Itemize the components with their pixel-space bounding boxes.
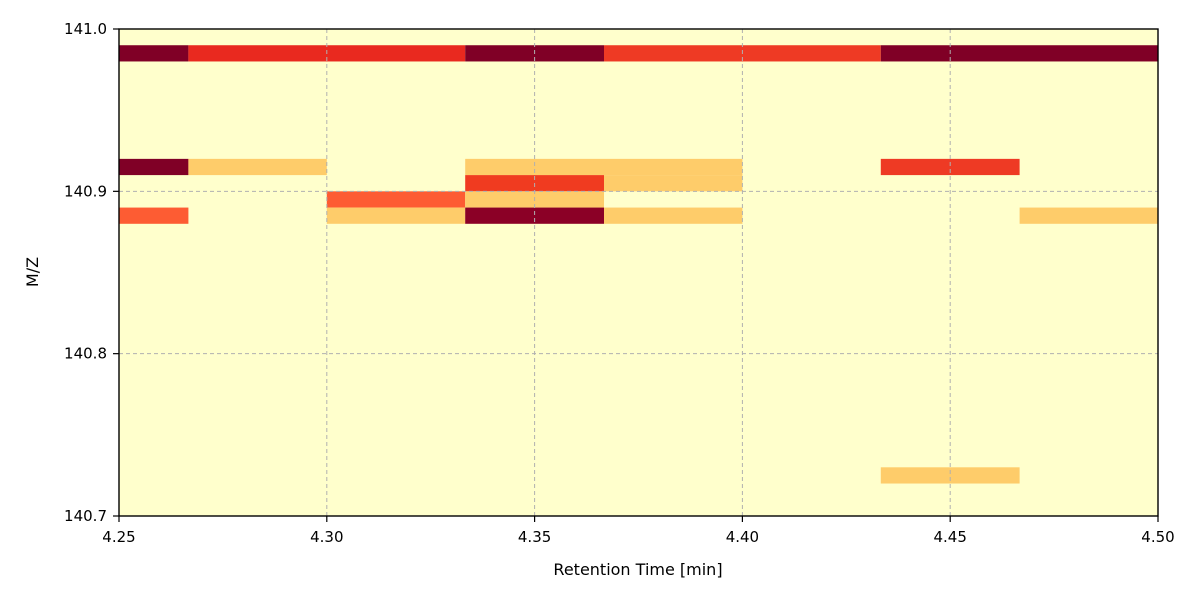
axis-ticks: 4.25 4.30 4.35 4.40 4.45 4.50 140.7 140.8 140.9 1…	[64, 20, 1175, 546]
heatmap-cell	[326, 207, 466, 224]
plot-background	[119, 29, 1158, 516]
heatmap-cell	[604, 207, 743, 224]
x-tick-label: 4.30	[310, 528, 343, 546]
y-tick-label: 140.8	[64, 345, 107, 363]
heatmap-cell	[880, 467, 1020, 484]
x-tick-label: 4.45	[933, 528, 966, 546]
heatmap-cell	[880, 158, 1020, 176]
heatmap-cell	[604, 175, 743, 192]
heatmap-cell	[119, 45, 189, 62]
x-tick-label: 4.40	[726, 528, 759, 546]
axes-frame	[118, 28, 1159, 517]
x-tick-label: 4.50	[1141, 528, 1174, 546]
x-tick-label: 4.35	[518, 528, 551, 546]
heatmap-cell	[1019, 207, 1158, 224]
x-tick-label: 4.25	[102, 528, 135, 546]
heatmap-cell	[465, 207, 605, 224]
heatmap-cell	[326, 191, 466, 208]
heatmap-cell	[880, 45, 1158, 62]
plot-frame	[118, 28, 1159, 517]
heatmap-cell	[465, 158, 743, 176]
y-tick-label: 141.0	[64, 20, 107, 38]
y-axis-label: M/Z	[23, 257, 42, 287]
y-tick-label: 140.9	[64, 182, 107, 200]
x-axis-label: Retention Time [min]	[553, 560, 722, 579]
heatmap-cell	[119, 207, 189, 224]
plot-area-background	[119, 29, 1158, 516]
heatmap-cell	[119, 158, 189, 176]
y-tick-label: 140.7	[64, 507, 107, 525]
heatmap-cell	[188, 158, 327, 176]
